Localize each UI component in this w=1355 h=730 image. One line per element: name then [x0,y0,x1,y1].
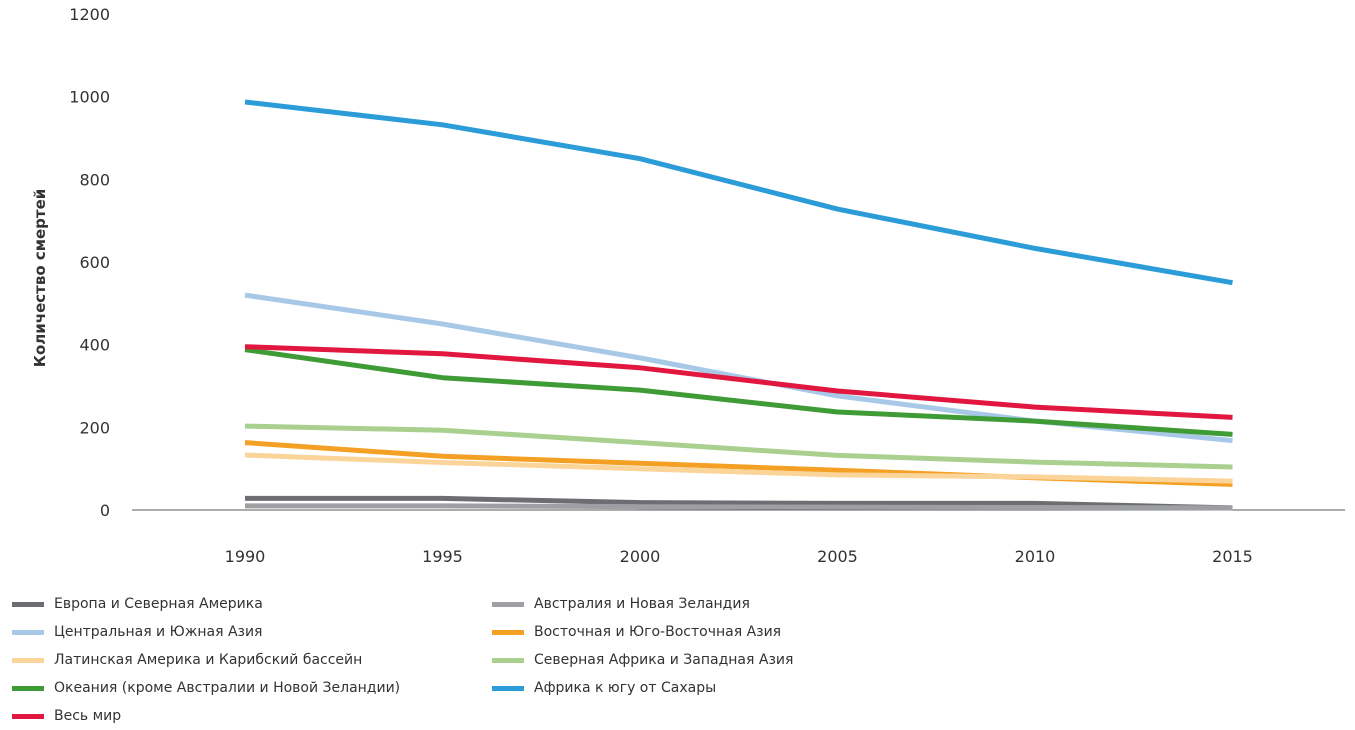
legend-label: Латинская Америка и Карибский бассейн [54,652,363,668]
y-tick-label: 0 [100,501,110,520]
legend-swatch [12,713,44,719]
x-tick-label: 2010 [1015,547,1056,566]
legend-label: Центральная и Южная Азия [54,624,263,640]
legend-item: Австралия и Новая Зеландия [492,592,972,616]
legend-item: Весь мир [12,704,492,728]
y-tick-label: 1200 [69,5,110,24]
y-axis: 0 200 400 600 800 1000 1200 [69,5,110,520]
series-line [245,503,1233,511]
legend-swatch [492,601,524,607]
legend-swatch [12,601,44,607]
legend-swatch [12,685,44,691]
series-line [244,452,1233,484]
legend-swatch [492,629,524,635]
y-tick-label: 800 [79,170,110,189]
legend-swatch [12,629,44,635]
series-line [244,99,1233,286]
legend-item: Северная Африка и Западная Азия [492,648,972,672]
series-line [244,423,1233,470]
y-tick-label: 1000 [69,88,110,107]
x-tick-label: 1995 [422,547,463,566]
x-tick-label: 2005 [817,547,858,566]
legend-label: Австралия и Новая Зеландия [534,596,750,612]
y-tick-label: 400 [79,336,110,355]
legend-label: Европа и Северная Америка [54,596,263,612]
series-line [245,495,1233,511]
legend-item: Латинская Америка и Карибский бассейн [12,648,492,672]
legend-item: Восточная и Юго-Восточная Азия [492,620,972,644]
legend-swatch [492,685,524,691]
y-tick-label: 200 [79,418,110,437]
y-axis-title: Количество смертей [31,189,49,368]
x-tick-label: 1990 [225,547,266,566]
y-tick-label: 600 [79,253,110,272]
legend-label: Северная Африка и Западная Азия [534,652,794,668]
legend-swatch [492,657,524,663]
legend-label: Весь мир [54,708,122,724]
series-line [244,347,1233,437]
legend-label: Восточная и Юго-Восточная Азия [534,624,782,640]
x-tick-label: 2015 [1212,547,1253,566]
series-lines [244,99,1233,511]
legend-swatch [12,657,44,663]
series-line [244,344,1233,420]
legend-item: Европа и Северная Америка [12,592,492,616]
legend-label: Океания (кроме Австралии и Новой Зеланди… [54,680,401,696]
line-chart: 0 200 400 600 800 1000 1200 1990 1995 2000 2005 20… [31,5,1345,566]
x-tick-label: 2000 [620,547,661,566]
x-axis: 1990 1995 2000 2005 2010 2015 [225,547,1253,566]
legend: Европа и Северная Америка Австралия и Нов… [12,592,1012,728]
legend-item: Центральная и Южная Азия [12,620,492,644]
legend-item: Африка к югу от Сахары [492,676,972,700]
legend-item: Океания (кроме Австралии и Новой Зеланди… [12,676,492,700]
series-line [244,292,1233,444]
legend-label: Африка к югу от Сахары [534,680,717,696]
